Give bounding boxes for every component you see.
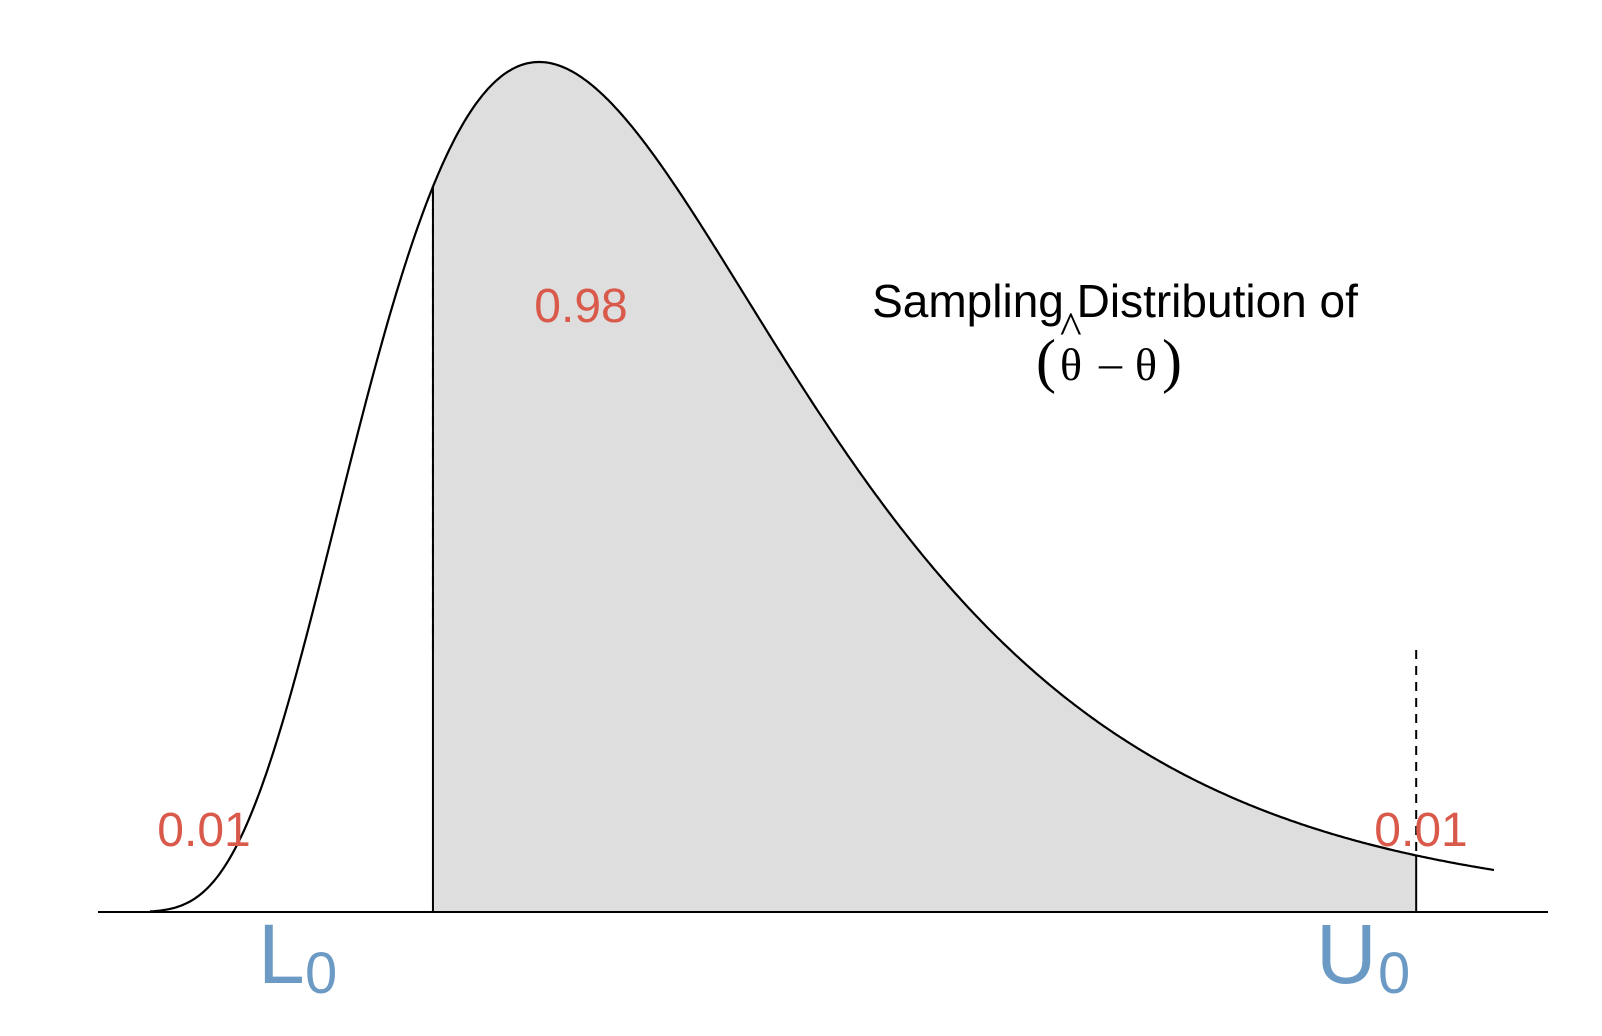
chart-title-formula: ( ^ θ – θ ) [1036, 302, 1182, 394]
formula-minus: – [1098, 337, 1123, 388]
lower-bound-label: L 0 [258, 907, 337, 1006]
density-curve [149, 60, 1495, 913]
formula-close-paren: ) [1162, 328, 1182, 394]
right-tail-area-label: 0.01 [1374, 804, 1467, 857]
chart-title-line1: Sampling Distribution of [872, 275, 1358, 327]
middle-area-label: 0.98 [534, 280, 627, 333]
upper-bound-letter: U [1316, 907, 1377, 1001]
formula-open-paren: ( [1036, 328, 1056, 394]
lower-bound-letter: L [258, 907, 305, 1001]
lower-bound-subscript: 0 [305, 941, 337, 1006]
formula-theta-hat: θ [1060, 339, 1082, 390]
shaded-middle-area [432, 62, 1417, 912]
formula-hat: ^ [1060, 302, 1082, 353]
left-tail-area-label: 0.01 [157, 804, 250, 857]
upper-bound-label: U 0 [1316, 907, 1410, 1006]
formula-theta: θ [1135, 339, 1157, 390]
upper-bound-subscript: 0 [1378, 941, 1410, 1006]
